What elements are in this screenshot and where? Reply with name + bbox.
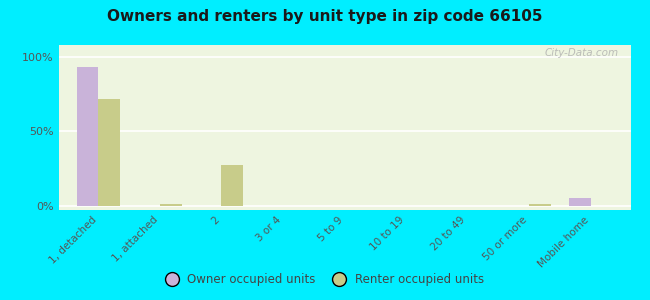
Bar	[569, 198, 590, 206]
Bar	[99, 98, 120, 206]
Bar	[160, 204, 181, 206]
Bar	[77, 67, 99, 206]
Legend: Owner occupied units, Renter occupied units: Owner occupied units, Renter occupied un…	[161, 269, 489, 291]
Text: City-Data.com: City-Data.com	[545, 48, 619, 58]
Bar	[529, 204, 551, 206]
Bar	[222, 165, 243, 206]
Text: Owners and renters by unit type in zip code 66105: Owners and renters by unit type in zip c…	[107, 9, 543, 24]
